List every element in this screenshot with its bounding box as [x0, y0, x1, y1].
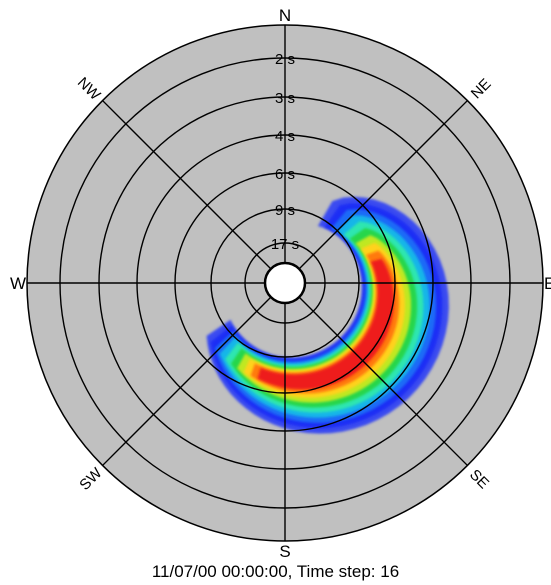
- direction-label-e: E: [544, 274, 551, 293]
- direction-label-sw: SW: [76, 464, 106, 494]
- direction-label-s: S: [279, 542, 290, 561]
- direction-label-w: W: [10, 274, 26, 293]
- period-ring-label-1: 3 s: [275, 90, 295, 107]
- period-ring-labels: 2 s 3 s 4 s 6 s 9 s 17 s: [271, 51, 299, 253]
- direction-label-se: SE: [466, 466, 492, 492]
- direction-label-n: N: [279, 6, 291, 25]
- period-ring-label-0: 2 s: [275, 51, 295, 68]
- outer-ring: [26, 24, 544, 542]
- period-ring-label-3: 6 s: [275, 166, 295, 183]
- direction-spoke-ne: [298, 100, 468, 270]
- direction-spoke-nw: [102, 100, 272, 270]
- period-ring-label-4: 9 s: [275, 202, 295, 219]
- direction-label-nw: NW: [74, 74, 104, 104]
- direction-spoke-se: [298, 296, 468, 466]
- energy-contours: [206, 196, 449, 434]
- direction-spoke-sw: [102, 296, 272, 466]
- period-ring-label-5: 17 s: [271, 236, 299, 253]
- period-ring-label-2: 4 s: [275, 128, 295, 145]
- energy-contour-level-10: [257, 258, 394, 390]
- direction-spokes: [27, 25, 543, 541]
- center-hole: [263, 261, 307, 305]
- chart-caption: 11/07/00 00:00:00, Time step: 16: [151, 562, 400, 581]
- direction-label-ne: NE: [468, 76, 495, 103]
